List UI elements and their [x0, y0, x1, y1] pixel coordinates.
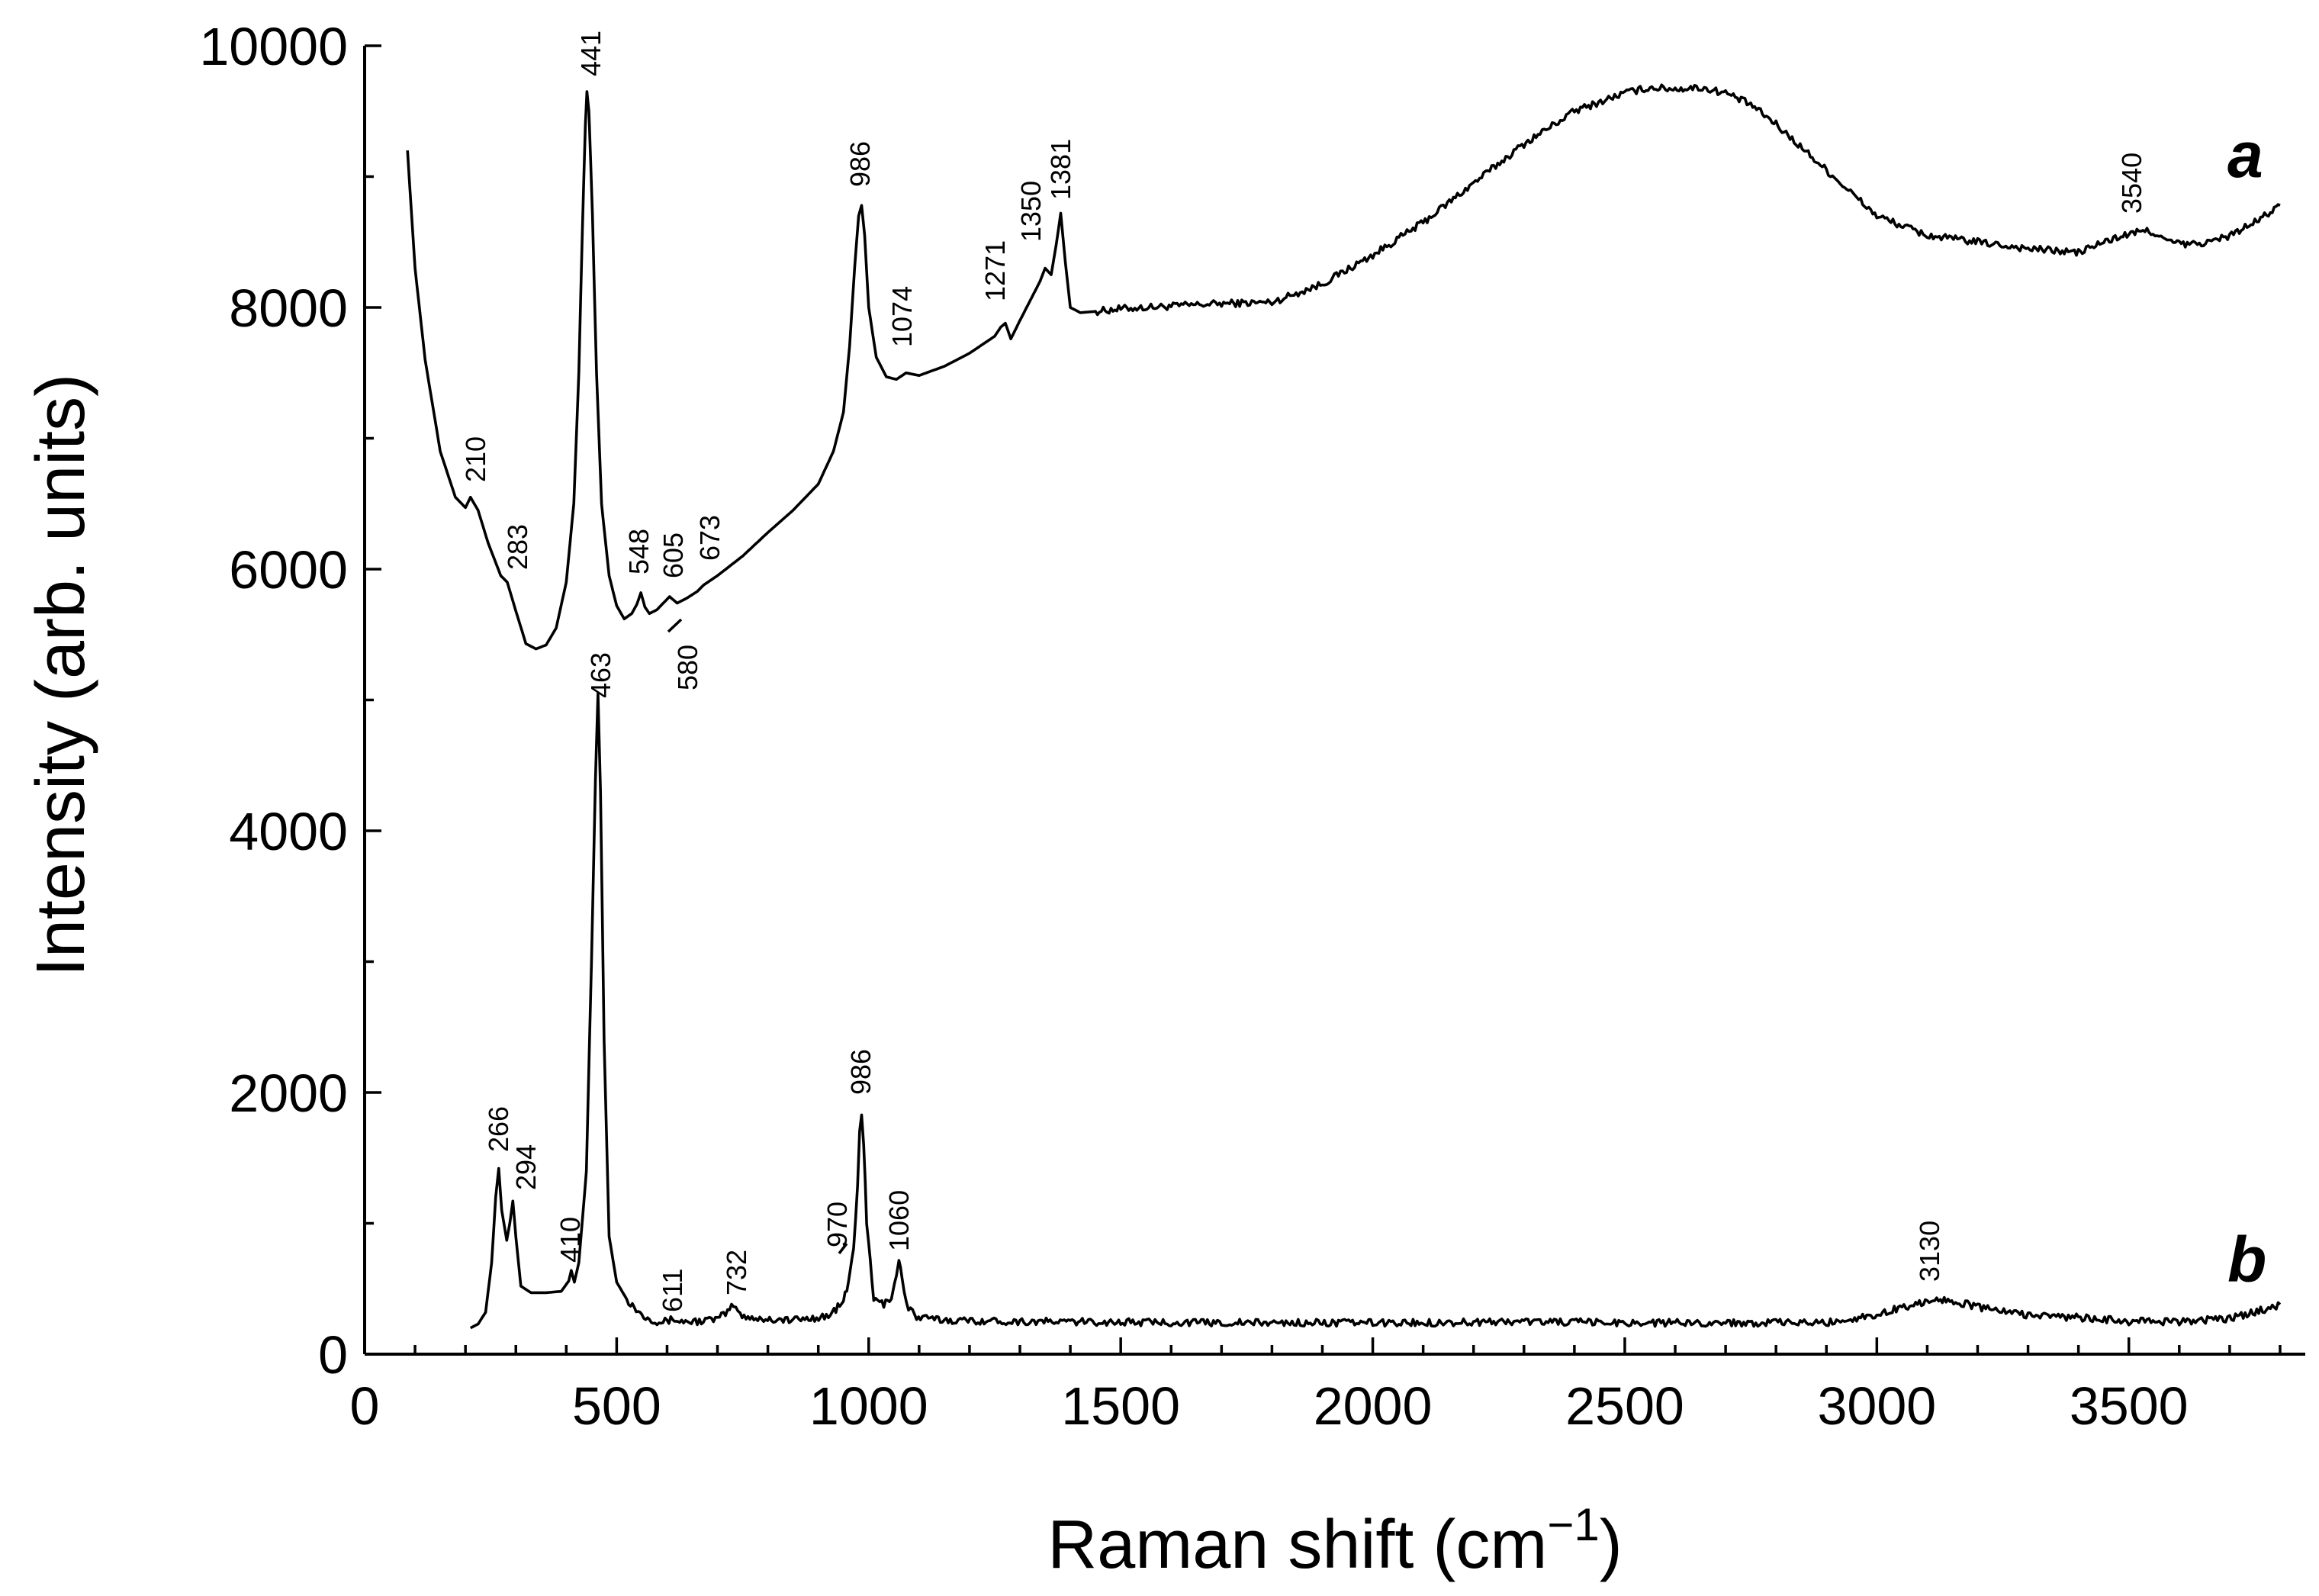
peak-label-605: 605	[658, 533, 689, 578]
peak-labels: 441 210 283 548 605 673 580 986 1074 127…	[460, 31, 2147, 1312]
y-tick-label: 0	[318, 1325, 348, 1385]
peak-leader-580	[667, 618, 683, 633]
x-tick-label: 0	[350, 1376, 380, 1436]
peak-label-3540: 3540	[2116, 153, 2147, 214]
peak-label-580: 580	[672, 645, 703, 690]
x-ticks: 0 500 1000 1500 2000 2500 3000 3500	[350, 1337, 2282, 1436]
x-tick-label: 500	[572, 1376, 661, 1436]
peak-label-441: 441	[575, 31, 606, 76]
y-ticks: 0 2000 4000 6000 8000 10000	[199, 17, 381, 1385]
y-axis-title: Intensity (arb. units)	[23, 374, 99, 977]
peak-label-3130: 3130	[1914, 1221, 1945, 1282]
peak-label-673: 673	[694, 515, 725, 561]
series-line-b	[469, 692, 2282, 1330]
peak-label-1060: 1060	[883, 1190, 915, 1251]
peak-label-294: 294	[510, 1144, 542, 1190]
x-tick-label: 2500	[1565, 1376, 1684, 1436]
x-tick-label: 3000	[1817, 1376, 1936, 1436]
peak-label-1074: 1074	[886, 286, 918, 347]
peak-label-266: 266	[483, 1106, 514, 1152]
series-label-b: b	[2227, 1224, 2266, 1295]
peak-label-1271: 1271	[979, 240, 1011, 301]
y-tick-label: 2000	[229, 1063, 348, 1123]
x-tick-label: 2000	[1314, 1376, 1433, 1436]
x-axis-title: Raman shift (cm−1)	[1047, 1499, 1623, 1583]
peak-label-548: 548	[623, 529, 655, 574]
series-group	[406, 83, 2282, 1330]
peak-label-1381: 1381	[1045, 139, 1076, 200]
y-tick-label: 10000	[199, 17, 348, 76]
peak-label-1350: 1350	[1015, 181, 1047, 242]
peak-label-463: 463	[585, 652, 616, 698]
x-tick-label: 3500	[2070, 1376, 2189, 1436]
peak-label-970: 970	[822, 1202, 853, 1247]
peak-leader-970	[838, 1242, 848, 1255]
peak-label-732: 732	[721, 1250, 752, 1295]
peak-label-611: 611	[657, 1269, 688, 1312]
peak-label-283: 283	[502, 524, 533, 570]
x-tick-label: 1000	[809, 1376, 928, 1436]
peak-label-986-b: 986	[845, 1049, 876, 1095]
y-tick-label: 6000	[229, 540, 348, 600]
series-label-a: a	[2227, 119, 2263, 191]
peak-label-210: 210	[460, 436, 491, 482]
series-line-a	[406, 83, 2281, 651]
peak-label-986-a: 986	[844, 141, 876, 187]
peak-label-410: 410	[555, 1217, 586, 1263]
y-tick-label: 8000	[229, 278, 348, 338]
x-tick-label: 1500	[1061, 1376, 1180, 1436]
y-tick-label: 4000	[229, 802, 348, 861]
